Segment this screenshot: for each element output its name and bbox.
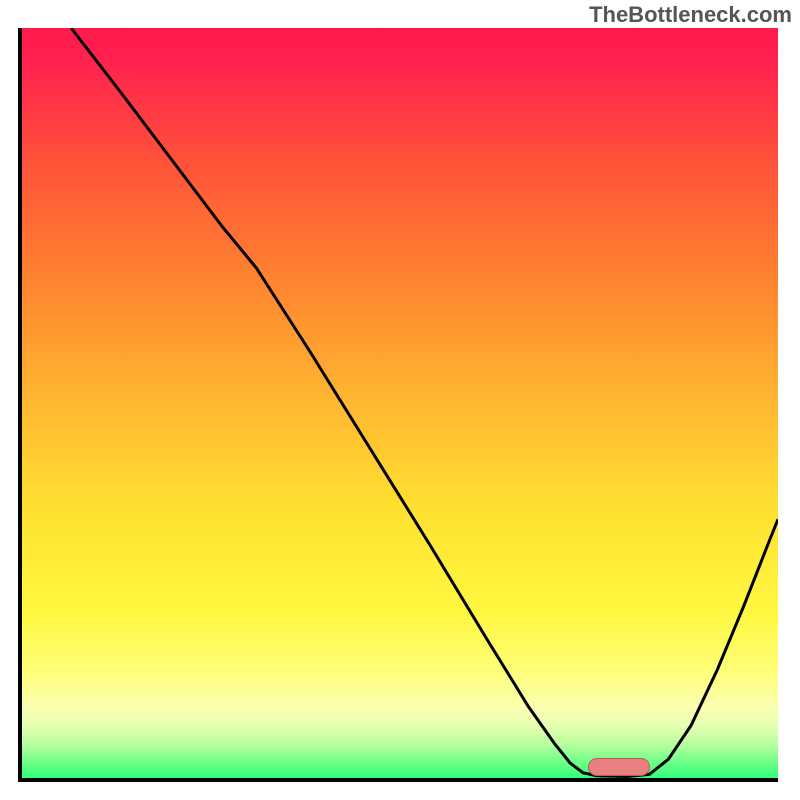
x-axis bbox=[18, 778, 778, 782]
curve-path bbox=[71, 28, 778, 777]
plot-area bbox=[22, 28, 778, 778]
bottleneck-chart: TheBottleneck.com bbox=[0, 0, 800, 800]
y-axis bbox=[18, 28, 22, 782]
watermark-text: TheBottleneck.com bbox=[589, 2, 792, 28]
optimal-marker bbox=[588, 758, 650, 776]
bottleneck-curve bbox=[22, 28, 778, 778]
